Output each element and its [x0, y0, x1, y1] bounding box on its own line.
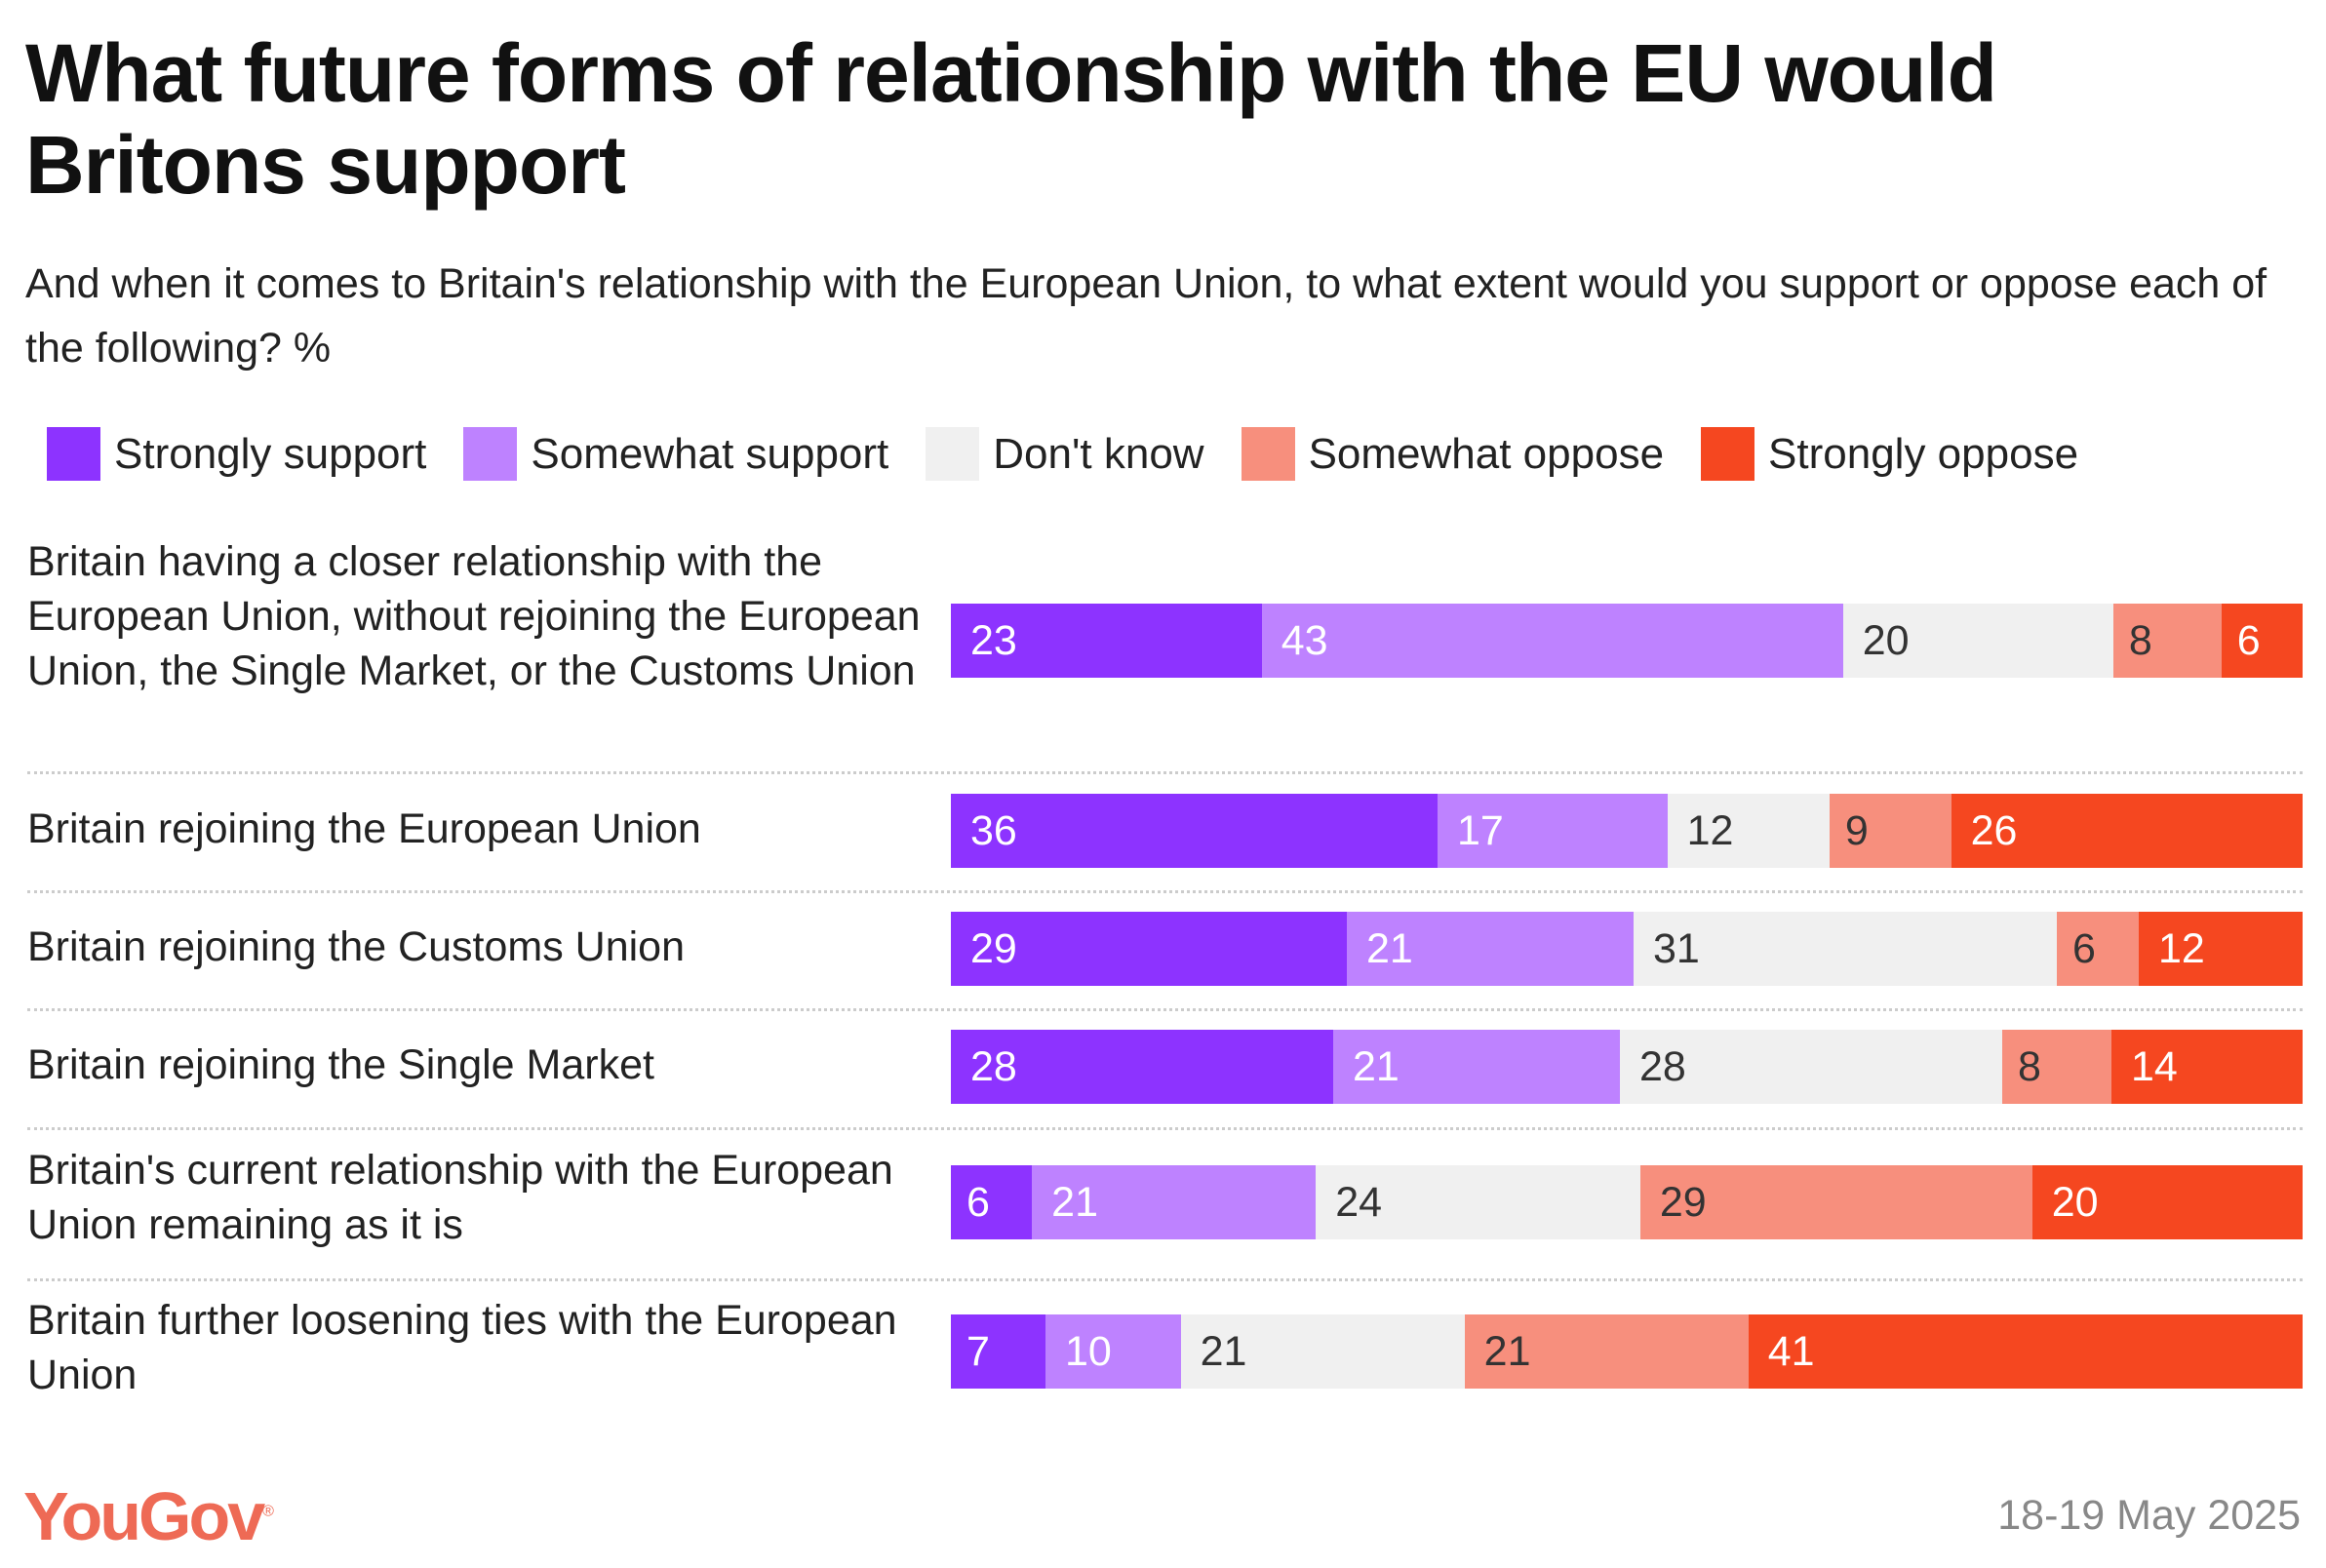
- legend-item: Strongly oppose: [1701, 427, 2078, 481]
- category-label: Britain rejoining the Customs Union: [27, 923, 685, 970]
- bar-segment: 29: [951, 912, 1347, 986]
- bar-segment: 28: [1620, 1030, 2002, 1104]
- legend-label: Somewhat support: [531, 429, 889, 478]
- bar-segment: 26: [1951, 794, 2303, 868]
- bar-segment: 14: [2110, 1030, 2303, 1104]
- bar-segment: 7: [951, 1314, 1046, 1389]
- bar-segment: 21: [1333, 1030, 1620, 1104]
- survey-date: 18-19 May 2025: [1997, 1492, 2301, 1539]
- legend-item: Strongly support: [47, 427, 426, 481]
- bar-segment: 6: [951, 1165, 1033, 1239]
- bar-segment: 17: [1437, 794, 1668, 868]
- bar-segment: 21: [1464, 1314, 1749, 1389]
- legend-swatch: [1701, 427, 1755, 481]
- bar-segment: 21: [1180, 1314, 1465, 1389]
- bar-segment: 20: [1842, 604, 2113, 678]
- bar-segment: 41: [1748, 1314, 2303, 1389]
- legend-swatch: [926, 427, 980, 481]
- row-divider: [27, 1008, 2303, 1011]
- bar-segment: 31: [1634, 912, 2057, 986]
- bar-segment: 21: [1347, 912, 1634, 986]
- bar-segment: 36: [951, 794, 1438, 868]
- legend-label: Strongly oppose: [1768, 429, 2079, 478]
- legend-item: Somewhat support: [463, 427, 888, 481]
- stacked-bar: 23 43 20 8 6: [951, 604, 2303, 678]
- legend-label: Somewhat oppose: [1308, 429, 1665, 478]
- category-label: Britain rejoining the European Union: [27, 805, 701, 852]
- bar-segment: 23: [951, 604, 1262, 678]
- row-divider: [27, 890, 2303, 893]
- bar-segment: 24: [1316, 1165, 1640, 1239]
- legend-swatch: [47, 427, 100, 481]
- legend-item: Somewhat oppose: [1241, 427, 1665, 481]
- stacked-bar: 36 17 12 9 26: [951, 794, 2303, 868]
- legend-item: Don't know: [926, 427, 1204, 481]
- bar-segment: 29: [1639, 1165, 2032, 1239]
- legend-label: Don't know: [993, 429, 1204, 478]
- bar-segment: 12: [2139, 912, 2303, 986]
- category-label: Britain further loosening ties with the …: [27, 1297, 897, 1398]
- row-divider: [27, 1127, 2303, 1130]
- chart-title: What future forms of relationship with t…: [25, 27, 1997, 211]
- brand-name: YouGov: [23, 1478, 265, 1554]
- bar-segment: 12: [1667, 794, 1830, 868]
- legend-swatch: [1241, 427, 1295, 481]
- legend-label: Strongly support: [114, 429, 427, 478]
- bar-segment: 9: [1829, 794, 1951, 868]
- chart-subtitle: And when it comes to Britain's relations…: [25, 260, 2267, 372]
- legend: Strongly support Somewhat support Don't kn…: [47, 427, 2115, 481]
- yougov-logo: YouGov®: [23, 1478, 274, 1554]
- bar-segment: 28: [951, 1030, 1333, 1104]
- bar-segment: 8: [2002, 1030, 2111, 1104]
- bar-segment: 21: [1032, 1165, 1317, 1239]
- bar-segment: 6: [2221, 604, 2303, 678]
- bar-segment: 43: [1261, 604, 1843, 678]
- stacked-bar: 6 21 24 29 20: [951, 1165, 2303, 1239]
- stacked-bar: 29 21 31 6 12: [951, 912, 2303, 986]
- stacked-bar: 7 10 21 21 41: [951, 1314, 2303, 1389]
- bar-segment: 20: [2031, 1165, 2303, 1239]
- row-divider: [27, 771, 2303, 774]
- category-label: Britain's current relationship with the …: [27, 1147, 893, 1248]
- stacked-bar: 28 21 28 8 14: [951, 1030, 2303, 1104]
- row-divider: [27, 1278, 2303, 1281]
- category-label: Britain having a closer relationship wit…: [27, 538, 921, 694]
- bar-segment: 8: [2112, 604, 2222, 678]
- legend-swatch: [463, 427, 518, 481]
- category-label: Britain rejoining the Single Market: [27, 1041, 654, 1088]
- bar-segment: 6: [2057, 912, 2139, 986]
- bar-segment: 10: [1045, 1314, 1181, 1389]
